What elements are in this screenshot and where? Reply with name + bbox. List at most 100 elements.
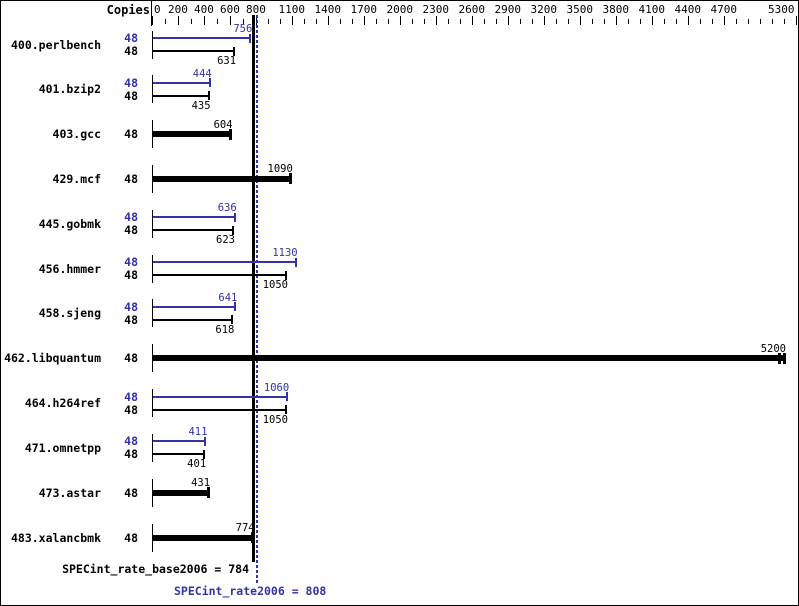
axis-tick-label: 1400 bbox=[314, 3, 342, 16]
base-bar-end-cap bbox=[231, 225, 234, 235]
axis-major-tick bbox=[203, 16, 205, 25]
base-bar-end-cap bbox=[203, 449, 206, 459]
axis-minor-tick bbox=[267, 19, 269, 24]
axis-minor-tick bbox=[711, 19, 713, 24]
base-bar-thick bbox=[153, 131, 231, 138]
benchmark-name: 401.bzip2 bbox=[38, 82, 101, 97]
benchmark-group-baseline bbox=[152, 299, 153, 328]
bar-value-label: 631 bbox=[217, 55, 237, 67]
peak-bar-end-cap bbox=[249, 33, 252, 43]
copies-value: 48 bbox=[124, 31, 138, 45]
axis-tick-label: 3500 bbox=[566, 3, 594, 16]
axis-minor-tick bbox=[375, 19, 377, 24]
copies-value: 48 bbox=[124, 268, 138, 283]
base-mean-reference-line bbox=[252, 15, 256, 562]
copies-value: 48 bbox=[124, 255, 138, 270]
base-bar bbox=[153, 274, 286, 277]
axis-minor-tick bbox=[216, 19, 218, 24]
copies-value: 48 bbox=[124, 44, 138, 58]
peak-bar bbox=[153, 395, 288, 398]
benchmark-name: 483.xalancbmk bbox=[10, 530, 101, 545]
benchmark-name: 429.mcf bbox=[52, 171, 101, 186]
bar-value-label: 1060 bbox=[263, 381, 290, 394]
base-bar-thick bbox=[153, 175, 291, 182]
benchmark-group-baseline bbox=[152, 75, 153, 104]
copies-value: 48 bbox=[124, 88, 138, 103]
axis-minor-tick bbox=[555, 19, 557, 24]
copies-value: 48 bbox=[124, 447, 138, 462]
axis-major-tick bbox=[795, 16, 797, 25]
bar-value-label: 618 bbox=[215, 323, 235, 336]
copies-axis-separator-line bbox=[151, 1, 152, 26]
copies-value: 48 bbox=[124, 127, 138, 142]
peak-bar-end-cap bbox=[234, 302, 237, 312]
benchmark-group-baseline bbox=[152, 120, 153, 149]
bar-value-label: 623 bbox=[216, 234, 235, 247]
base-bar-end-cap bbox=[782, 352, 786, 364]
copies-value: 48 bbox=[124, 389, 138, 404]
axis-minor-tick bbox=[531, 19, 533, 24]
peak-bar-end-cap bbox=[233, 212, 236, 222]
axis-minor-tick bbox=[483, 19, 485, 24]
copies-value: 48 bbox=[124, 223, 138, 238]
axis-major-tick bbox=[579, 16, 581, 25]
benchmark-group-baseline bbox=[152, 523, 153, 552]
copies-value: 48 bbox=[124, 402, 138, 417]
base-bar-end-cap bbox=[285, 405, 287, 415]
axis-tick-label: 3200 bbox=[530, 3, 558, 16]
axis-minor-tick bbox=[242, 19, 244, 24]
axis-minor-tick bbox=[627, 19, 629, 24]
axis-major-tick bbox=[651, 16, 653, 25]
axis-tick-label: 4400 bbox=[674, 3, 702, 16]
base-bar-end-cap bbox=[285, 270, 287, 280]
benchmark-group-baseline bbox=[152, 254, 153, 283]
bar-value-label: 1050 bbox=[262, 413, 288, 426]
benchmark-group-baseline bbox=[152, 30, 153, 59]
peak-mean-reference-line bbox=[255, 15, 258, 584]
axis-minor-tick bbox=[639, 19, 641, 24]
axis-major-tick bbox=[471, 16, 473, 25]
axis-major-tick bbox=[723, 16, 725, 25]
axis-tick-label: 1700 bbox=[350, 3, 378, 16]
peak-bar bbox=[153, 305, 236, 308]
base-bar-end-cap bbox=[233, 46, 236, 56]
bar-value-label: 1090 bbox=[267, 163, 293, 176]
axis-tick-label: 4700 bbox=[710, 3, 738, 16]
peak-bar-end-cap bbox=[208, 78, 211, 88]
axis-minor-tick bbox=[591, 19, 593, 24]
base-bar-end-cap bbox=[207, 91, 210, 101]
axis-tick-label: 3800 bbox=[602, 3, 630, 16]
base-bar-thick bbox=[153, 534, 253, 541]
copies-value: 48 bbox=[124, 485, 138, 500]
axis-major-tick bbox=[327, 16, 329, 25]
peak-bar bbox=[153, 261, 296, 264]
copies-value: 48 bbox=[124, 434, 138, 449]
axis-tick-label: 1100 bbox=[278, 3, 306, 16]
axis-minor-tick bbox=[339, 19, 341, 24]
spec-rate-peak-summary: SPECint_rate2006 = 808 bbox=[174, 584, 327, 598]
base-bar bbox=[153, 408, 286, 411]
axis-major-tick bbox=[151, 16, 153, 25]
benchmark-group-baseline bbox=[152, 344, 153, 373]
base-bar bbox=[153, 50, 235, 52]
axis-minor-tick bbox=[771, 19, 773, 24]
bar-value-label: 636 bbox=[217, 202, 237, 215]
benchmark-name: 456.hmmer bbox=[38, 261, 101, 276]
benchmark-name: 403.gcc bbox=[52, 127, 101, 142]
copies-value: 48 bbox=[124, 299, 138, 314]
axis-minor-tick bbox=[411, 19, 413, 24]
copies-value: 48 bbox=[124, 312, 138, 327]
bar-value-label: 5200 bbox=[760, 342, 786, 355]
bar-value-label: 1130 bbox=[272, 247, 298, 260]
axis-minor-tick bbox=[423, 19, 425, 24]
peak-bar-end-cap bbox=[777, 352, 781, 364]
benchmark-group-baseline bbox=[152, 389, 153, 418]
axis-tick-label: 2900 bbox=[494, 3, 522, 16]
benchmark-name: 445.gobmk bbox=[38, 216, 101, 231]
axis-major-tick bbox=[507, 16, 509, 25]
bar-value-label: 774 bbox=[235, 522, 255, 535]
copies-value: 48 bbox=[124, 351, 138, 366]
axis-minor-tick bbox=[603, 19, 605, 24]
base-bar-end-cap bbox=[229, 128, 233, 140]
